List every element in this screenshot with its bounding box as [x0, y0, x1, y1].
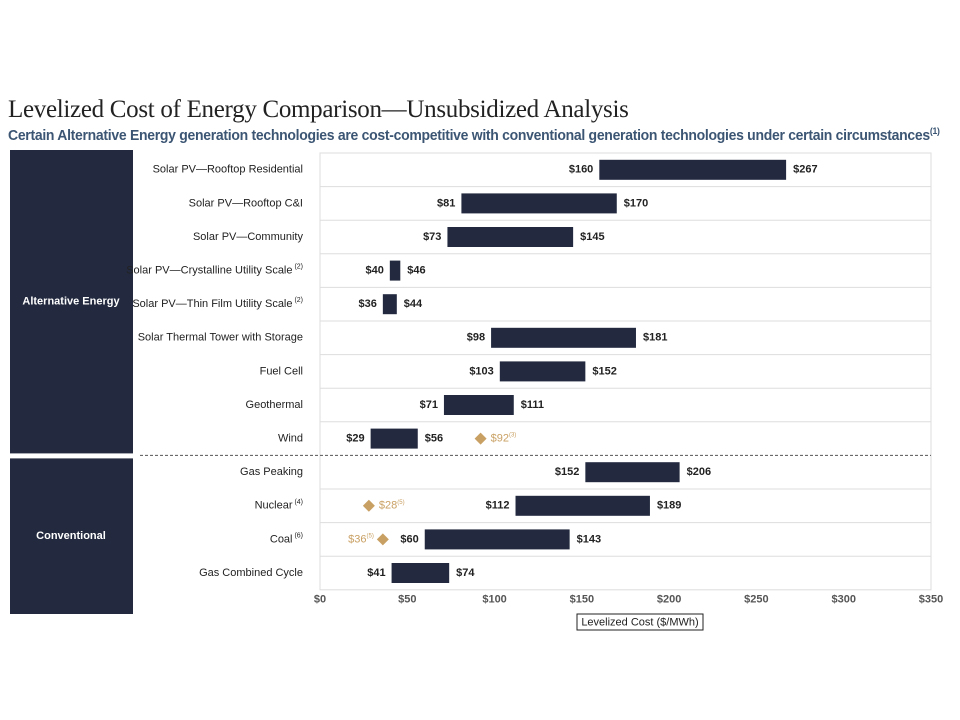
x-tick-label: $150 — [570, 594, 594, 606]
group-label: Alternative Energy — [22, 296, 120, 308]
high-value-label: $181 — [643, 332, 667, 344]
low-value-label: $36 — [358, 298, 376, 310]
category-label: Solar PV—Thin Film Utility Scale (2) — [132, 297, 303, 310]
x-tick-label: $100 — [482, 594, 506, 606]
high-value-label: $145 — [580, 231, 604, 243]
range-bar — [370, 428, 418, 449]
low-value-label: $71 — [420, 399, 438, 411]
high-value-label: $189 — [657, 500, 681, 512]
category-label: Solar PV—Rooftop Residential — [153, 164, 303, 176]
low-value-label: $98 — [467, 332, 485, 344]
low-value-label: $41 — [367, 567, 385, 579]
range-bar — [515, 495, 650, 516]
subtitle: Certain Alternative Energy generation te… — [8, 126, 940, 144]
range-bar — [391, 563, 450, 583]
subtitle-text: Certain Alternative Energy generation te… — [8, 127, 930, 144]
marker-diamond — [474, 432, 487, 445]
category-label: Nuclear (4) — [255, 499, 303, 512]
range-bar — [382, 294, 397, 315]
high-value-label: $44 — [404, 298, 423, 310]
low-value-label: $81 — [437, 197, 455, 209]
x-tick-label: $350 — [919, 594, 943, 606]
range-bar — [447, 227, 574, 247]
page-title: Levelized Cost of Energy Comparison—Unsu… — [8, 96, 629, 123]
category-label: Solar PV—Crystalline Utility Scale (2) — [126, 263, 303, 276]
marker-diamond — [362, 499, 375, 512]
category-label: Solar PV—Rooftop C&I — [189, 197, 303, 209]
x-axis-label-box — [576, 613, 704, 631]
category-label: Gas Peaking — [240, 466, 303, 478]
x-tick-label: $250 — [744, 594, 768, 606]
marker-diamond — [376, 533, 389, 546]
range-bar — [443, 395, 514, 415]
high-value-label: $74 — [456, 567, 475, 579]
x-tick-label: $0 — [314, 594, 326, 606]
high-value-label: $143 — [577, 533, 601, 545]
range-bar — [599, 159, 787, 180]
plot-area — [319, 152, 932, 591]
low-value-label: $29 — [346, 433, 364, 445]
high-value-label: $206 — [687, 466, 711, 478]
subtitle-note: (1) — [929, 126, 940, 136]
category-label: Solar Thermal Tower with Storage — [138, 332, 303, 344]
low-value-label: $73 — [423, 231, 441, 243]
low-value-label: $160 — [569, 164, 593, 176]
x-tick-label: $300 — [831, 594, 855, 606]
high-value-label: $56 — [425, 433, 443, 445]
group-panel — [10, 458, 133, 614]
range-bar — [585, 462, 680, 483]
range-bar — [499, 361, 586, 382]
high-value-label: $111 — [521, 399, 544, 411]
group-panel — [10, 150, 133, 454]
high-value-label: $170 — [624, 197, 648, 209]
high-value-label: $46 — [407, 265, 425, 277]
category-label: Fuel Cell — [260, 365, 303, 377]
category-label: Coal (6) — [270, 532, 303, 545]
x-tick-label: $200 — [657, 594, 681, 606]
low-value-label: $152 — [555, 466, 579, 478]
high-value-label: $152 — [592, 365, 616, 377]
high-value-label: $267 — [793, 164, 817, 176]
low-value-label: $40 — [365, 265, 383, 277]
category-label: Geothermal — [246, 399, 303, 411]
range-bar — [491, 327, 636, 348]
range-bar — [424, 529, 570, 550]
category-label: Wind — [278, 433, 303, 445]
category-label: Solar PV—Community — [193, 231, 304, 243]
low-value-label: $103 — [469, 365, 493, 377]
group-label: Conventional — [36, 530, 106, 542]
range-bar — [461, 193, 617, 214]
low-value-label: $60 — [400, 533, 418, 545]
x-axis-label: Levelized Cost ($/MWh) — [581, 616, 698, 628]
low-value-label: $112 — [486, 500, 510, 512]
category-label: Gas Combined Cycle — [199, 567, 303, 579]
x-tick-label: $50 — [398, 594, 416, 606]
range-bar — [389, 260, 401, 281]
